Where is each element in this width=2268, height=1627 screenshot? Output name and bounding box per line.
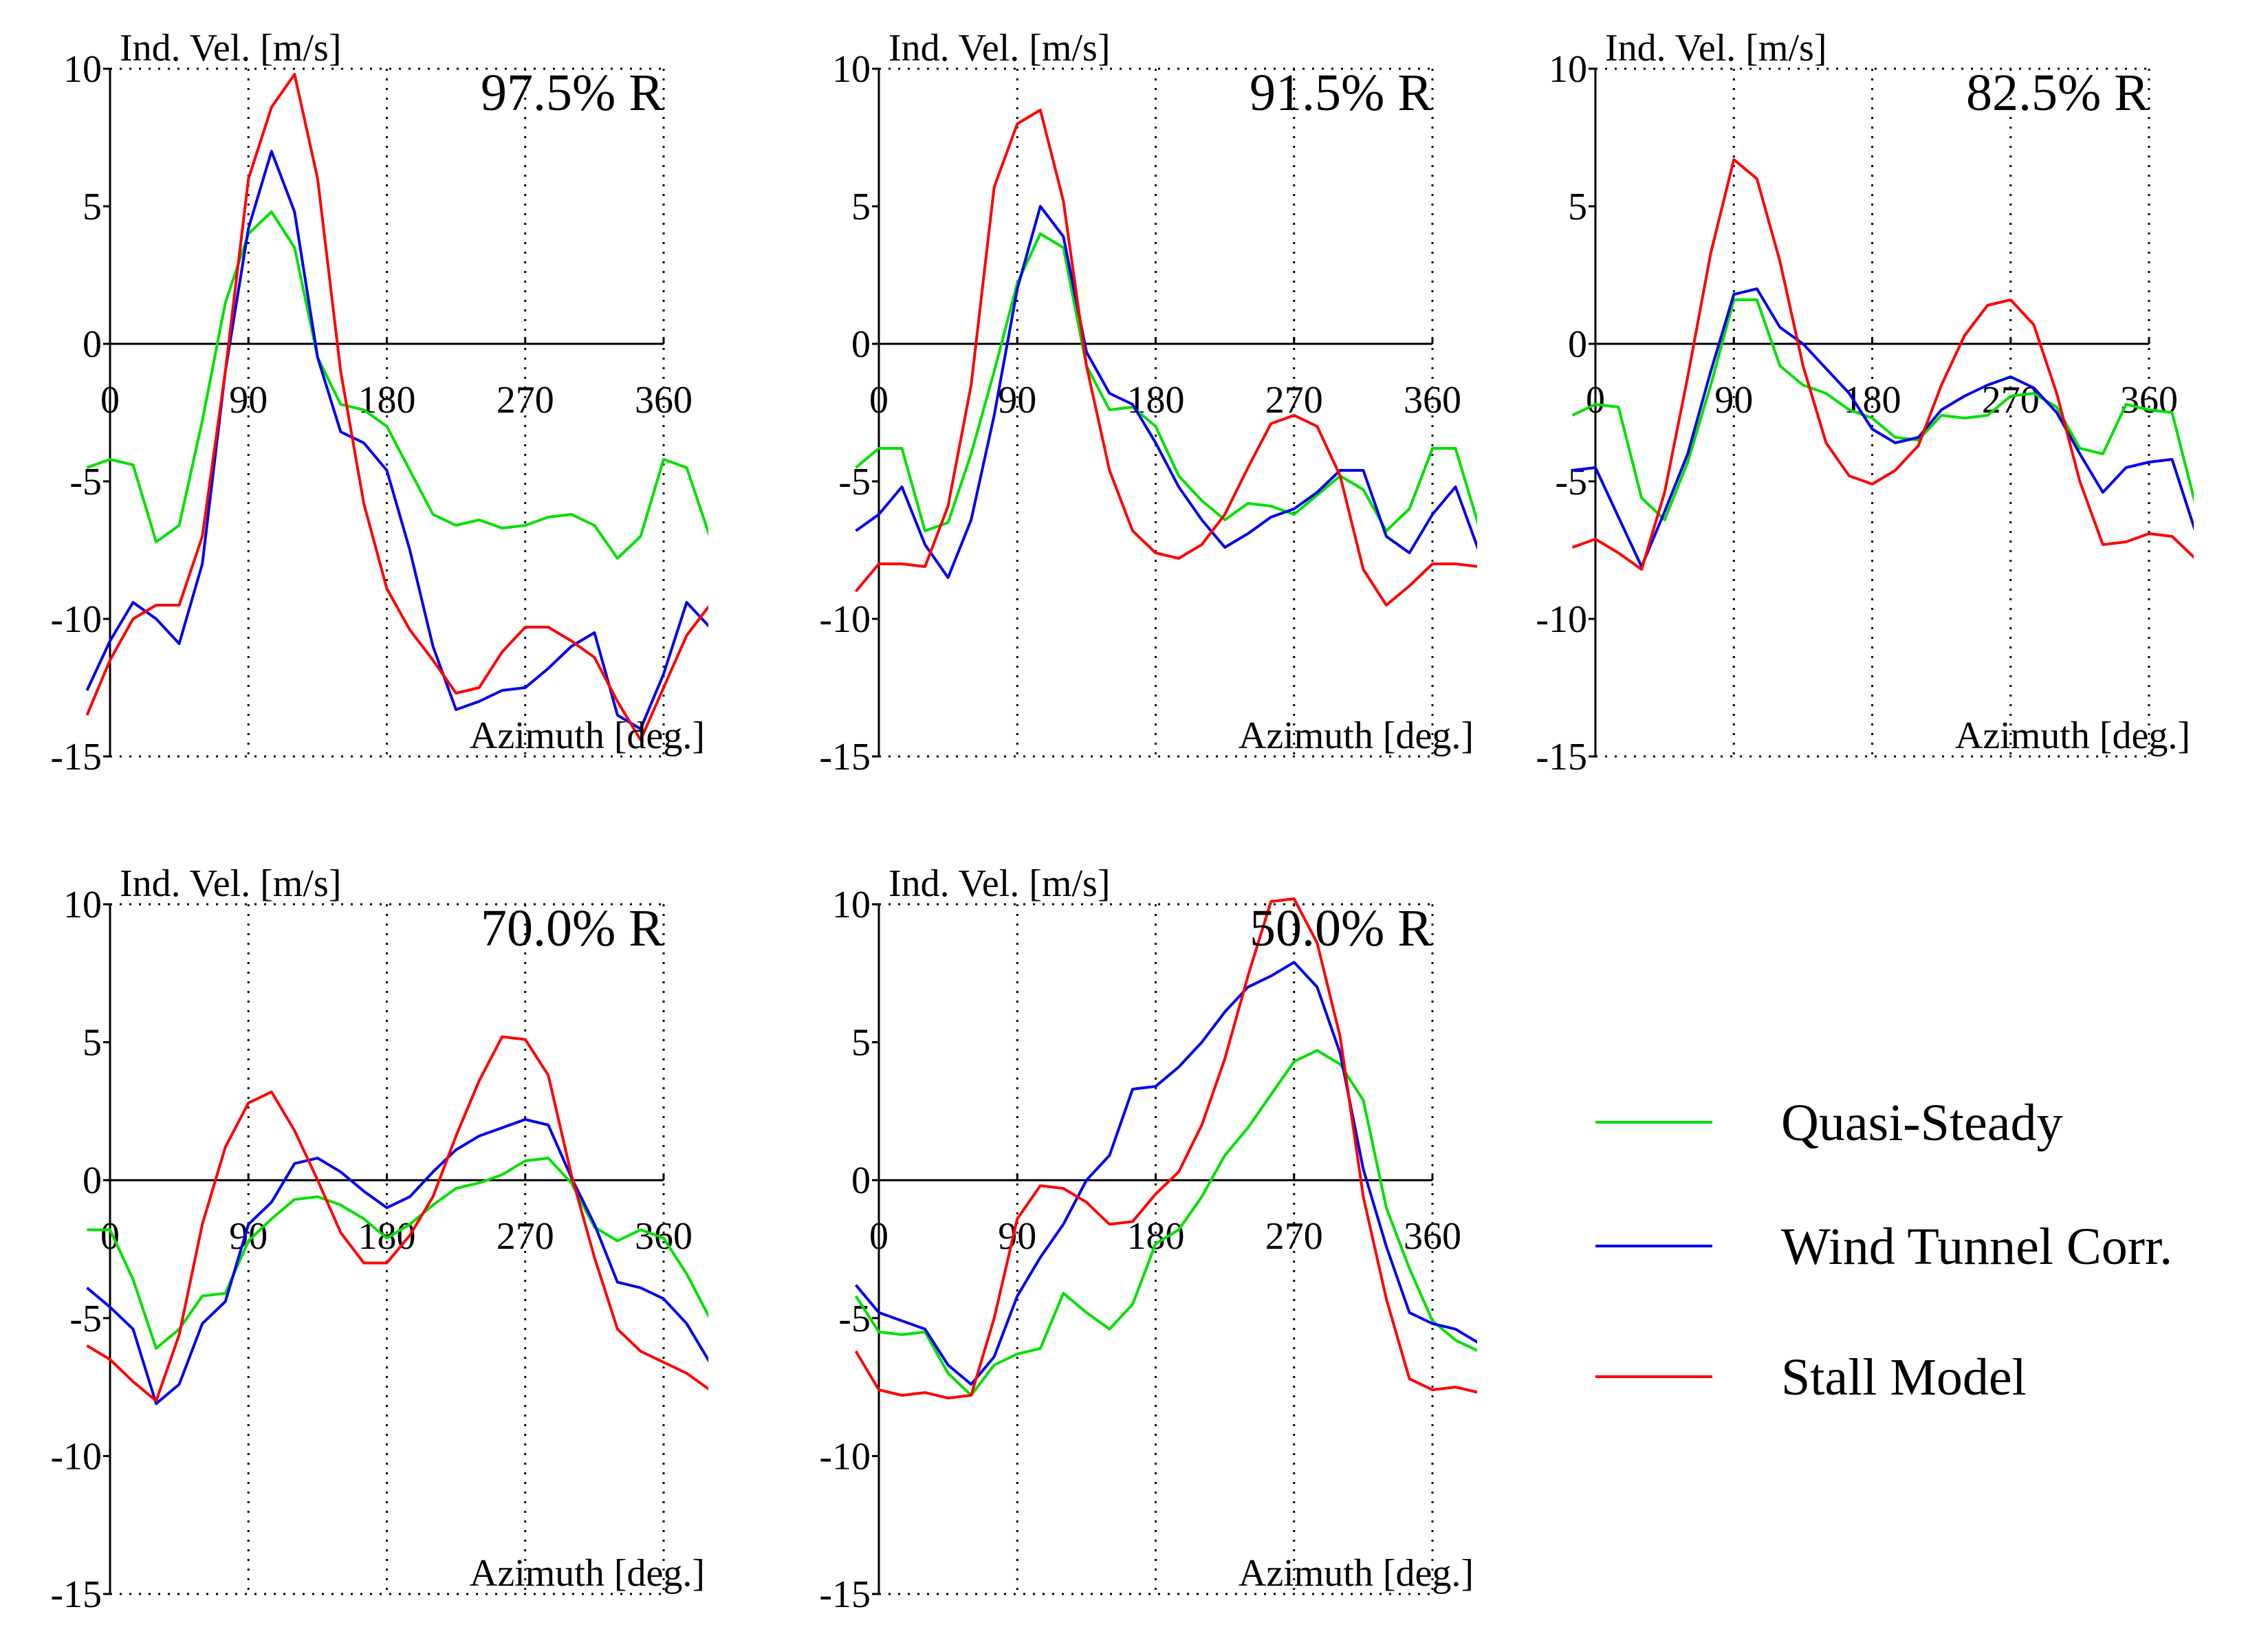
y-tick-label: -15 — [819, 1573, 871, 1616]
y-tick-label: 10 — [832, 48, 871, 91]
panel-1: 10 5 0 -5 -10 -15 0 90 180 270 360 Ind. Vel. [m/s] A… — [50, 27, 708, 778]
legend: Quasi-Steady Wind Tunnel Corr. Stall Model — [1595, 1094, 2172, 1406]
x-tick-label: 180 — [1127, 379, 1185, 422]
series-line-stall-model — [854, 897, 1477, 1400]
x-tick-label: 360 — [1404, 1215, 1461, 1258]
x-tick-label: 0 — [869, 379, 888, 422]
x-tick-label: 0 — [100, 1215, 120, 1258]
y-tick-label: -5 — [1555, 461, 1587, 503]
x-tick-label: 0 — [1586, 379, 1605, 422]
series-line-stall-model — [86, 1035, 708, 1403]
y-axis-label: Ind. Vel. [m/s] — [888, 27, 1111, 69]
y-tick-label: -10 — [819, 1435, 871, 1478]
panel-title: 82.5% R — [1966, 64, 2149, 122]
y-tick-label: -15 — [1536, 736, 1587, 778]
series-line-quasi-steady — [86, 210, 708, 560]
y-tick-label: 0 — [83, 323, 102, 366]
series-line-wind-tunnel-corr — [86, 1117, 708, 1406]
y-tick-label: -15 — [50, 736, 102, 778]
series-line-stall-model — [85, 73, 708, 741]
x-axis-label: Azimuth [deg.] — [1955, 714, 2190, 757]
y-tick-label: -10 — [50, 598, 102, 641]
x-tick-label: 360 — [2120, 379, 2178, 422]
series-line-quasi-steady — [1571, 298, 2194, 521]
y-tick-label: 0 — [83, 1159, 102, 1202]
y-tick-label: 10 — [1549, 48, 1587, 91]
series-line-wind-tunnel-corr — [85, 150, 708, 730]
panel-title: 70.0% R — [481, 899, 664, 957]
series-line-quasi-steady — [87, 1157, 708, 1350]
series-line-quasi-steady — [855, 232, 1477, 532]
x-tick-label: 0 — [100, 379, 120, 422]
x-axis-label: Azimuth [deg.] — [470, 714, 705, 757]
y-tick-label: -10 — [819, 598, 871, 641]
y-axis-label: Ind. Vel. [m/s] — [120, 27, 342, 69]
x-axis-label: Azimuth [deg.] — [470, 1552, 705, 1595]
x-tick-label: 90 — [998, 379, 1036, 422]
y-tick-label: 5 — [83, 1022, 102, 1064]
y-tick-label: 5 — [1568, 186, 1587, 228]
panel-title: 50.0% R — [1250, 899, 1432, 957]
y-tick-label: -5 — [838, 1298, 871, 1340]
panel-title: 91.5% R — [1250, 64, 1432, 122]
y-tick-label: -5 — [69, 461, 102, 503]
y-axis-label: Ind. Vel. [m/s] — [888, 862, 1111, 905]
x-tick-label: 270 — [497, 379, 554, 422]
series-line-quasi-steady — [854, 1049, 1477, 1397]
y-axis-label: Ind. Vel. [m/s] — [1605, 27, 1827, 69]
legend-label: Stall Model — [1781, 1348, 2027, 1406]
x-tick-label: 270 — [1265, 1215, 1323, 1258]
series-line-wind-tunnel-corr — [855, 205, 1477, 579]
y-tick-label: -10 — [1536, 598, 1587, 641]
y-tick-label: 5 — [851, 1022, 871, 1064]
x-tick-label: 360 — [1404, 379, 1461, 422]
y-tick-label: 10 — [63, 48, 102, 91]
y-tick-label: 0 — [851, 1159, 871, 1202]
x-tick-label: 360 — [635, 379, 693, 422]
series-line-stall-model — [1571, 158, 2194, 571]
x-tick-label: 90 — [229, 379, 268, 422]
panel-title: 97.5% R — [481, 64, 664, 122]
x-tick-label: 270 — [497, 1215, 554, 1258]
series-line-wind-tunnel-corr — [1572, 287, 2194, 568]
legend-label: Wind Tunnel Corr. — [1781, 1218, 2172, 1276]
y-tick-label: -5 — [69, 1298, 102, 1340]
y-tick-label: 5 — [83, 186, 102, 228]
x-tick-label: 90 — [229, 1215, 268, 1258]
y-tick-label: -15 — [819, 736, 871, 778]
series-line-wind-tunnel-corr — [854, 961, 1477, 1386]
y-axis-label: Ind. Vel. [m/s] — [120, 862, 342, 905]
y-tick-label: -15 — [50, 1573, 102, 1616]
x-tick-label: 0 — [869, 1215, 888, 1258]
y-tick-label: 5 — [851, 186, 871, 228]
x-tick-label: 90 — [1714, 379, 1753, 422]
series-line-stall-model — [854, 109, 1477, 607]
y-tick-label: 0 — [1568, 323, 1587, 366]
y-tick-label: -5 — [838, 461, 871, 503]
x-tick-label: 360 — [635, 1215, 693, 1258]
x-axis-label: Azimuth [deg.] — [1239, 714, 1474, 757]
x-axis-label: Azimuth [deg.] — [1239, 1552, 1474, 1595]
y-tick-label: 10 — [63, 884, 102, 926]
legend-label: Quasi-Steady — [1781, 1094, 2062, 1152]
y-tick-label: 10 — [832, 884, 871, 926]
x-tick-label: 180 — [1127, 1215, 1185, 1258]
y-tick-label: 0 — [851, 323, 871, 366]
x-tick-label: 180 — [358, 379, 416, 422]
y-tick-label: -10 — [50, 1435, 102, 1478]
